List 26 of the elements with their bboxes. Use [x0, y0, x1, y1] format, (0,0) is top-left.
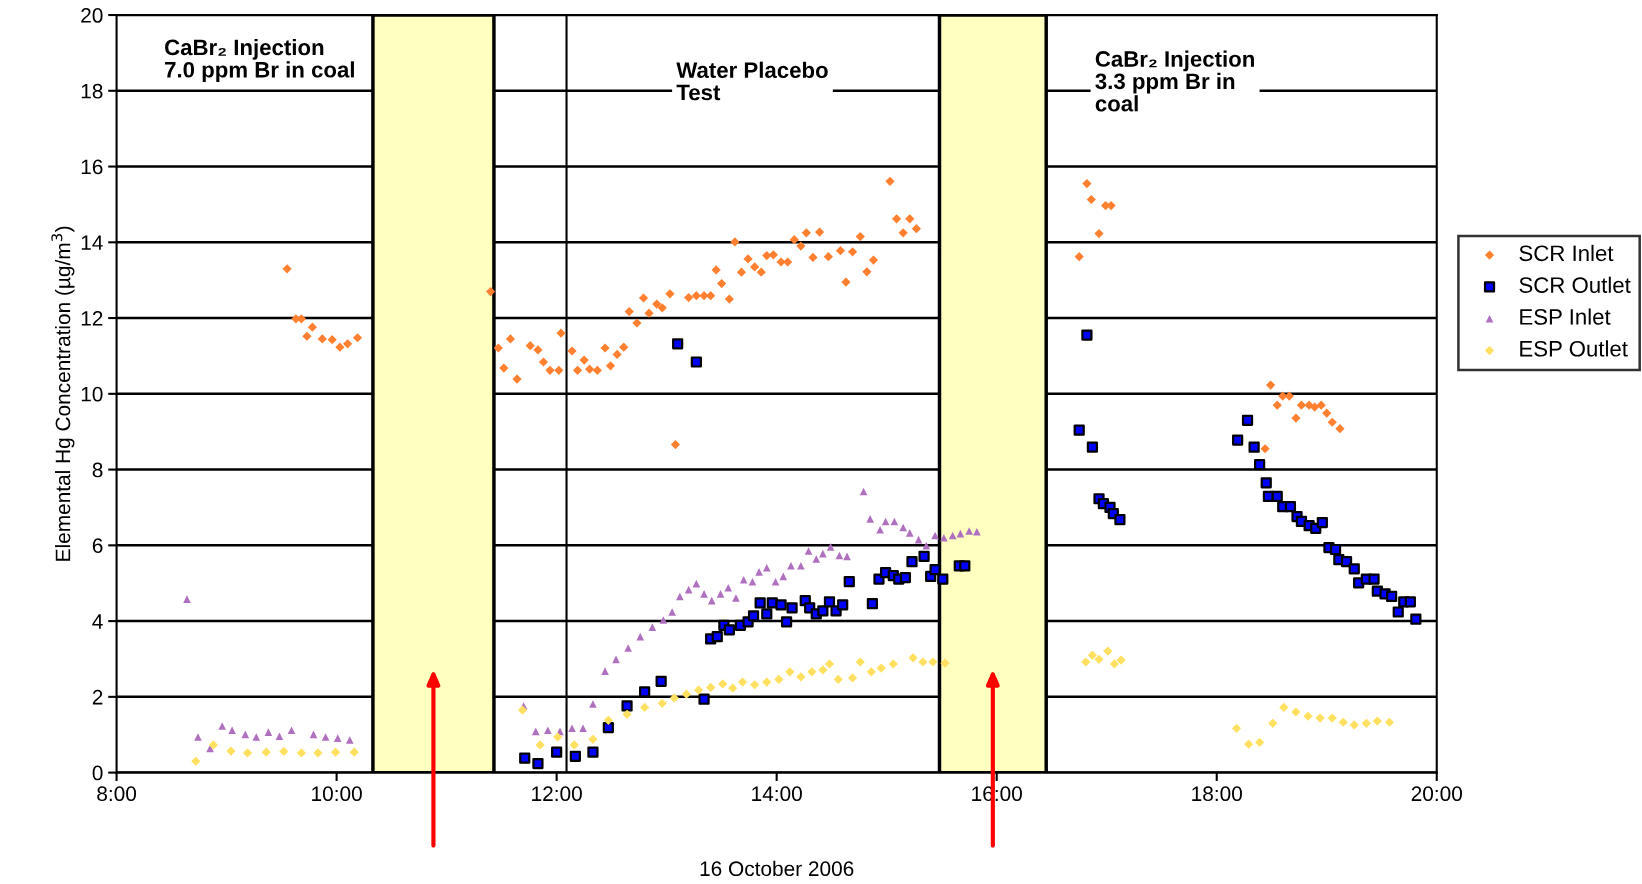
y-tick-label: 6 [92, 538, 103, 554]
y-axis-title: Elemental Hg Concentration (µg/m$^{3}$) [51, 226, 75, 561]
y-tick-label: 16 [81, 159, 103, 175]
x-tick-label: 14:00 [752, 786, 802, 802]
y-tick-label: 2 [92, 689, 103, 705]
x-tick-label: 12:00 [532, 786, 582, 802]
y-tick-label: 8 [92, 462, 103, 478]
y-tick-label: 18 [81, 83, 103, 99]
x-tick-label: 10:00 [312, 786, 362, 802]
x-tick-label: 8:00 [97, 786, 137, 802]
legend-label: ESP Outlet [1520, 340, 1628, 357]
y-tick-label: 4 [92, 614, 103, 629]
legend-label: ESP Inlet [1520, 308, 1611, 325]
annotation: CaBr₂ Injection 3.3 ppm Br in coal [1095, 50, 1254, 112]
x-tick-label: 18:00 [1192, 786, 1242, 802]
annotation: Water Placebo Test [676, 61, 828, 101]
y-tick-label: 14 [81, 235, 103, 250]
y-tick-label: 0 [92, 765, 103, 781]
x-tick-label: 20:00 [1411, 786, 1462, 802]
y-tick-label: 12 [81, 311, 103, 326]
legend-label: SCR Outlet [1519, 276, 1631, 293]
y-tick-label: 10 [81, 386, 103, 402]
x-axis-title: 16 October 2006 [700, 860, 854, 877]
legend-label: SCR Inlet [1519, 244, 1614, 262]
y-tick-label: 20 [81, 8, 103, 23]
annotation: CaBr₂ Injection 7.0 ppm Br in coal [165, 38, 354, 82]
